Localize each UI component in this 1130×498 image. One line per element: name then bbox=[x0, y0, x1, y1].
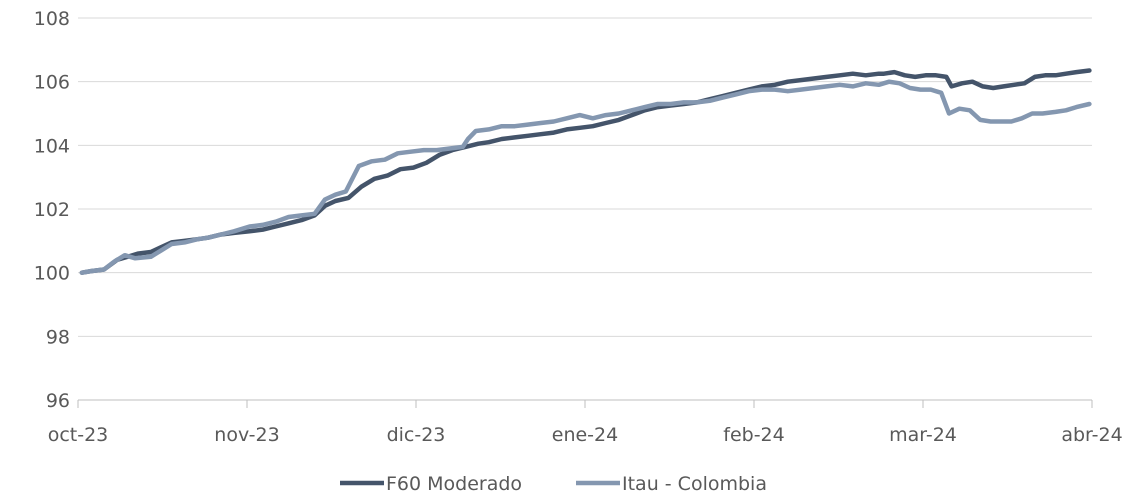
x-tick-label: dic-23 bbox=[387, 424, 446, 446]
series-lines bbox=[79, 68, 1092, 275]
x-axis bbox=[77, 399, 1093, 408]
x-tick-label: nov-23 bbox=[214, 424, 279, 446]
x-axis-tick-labels: oct-23 nov-23 dic-23 ene-24 feb-24 mar-24 abr-… bbox=[48, 424, 1123, 446]
x-tick-label: ene-24 bbox=[552, 424, 618, 446]
y-tick-label: 98 bbox=[46, 326, 70, 348]
y-tick-label: 96 bbox=[46, 390, 70, 412]
y-tick-label: 106 bbox=[34, 72, 70, 94]
legend-label-1: Itau - Colombia bbox=[622, 473, 767, 495]
x-tick-label: oct-23 bbox=[48, 424, 109, 446]
y-tick-label: 102 bbox=[34, 199, 70, 221]
series-line-0 bbox=[79, 68, 1092, 275]
y-tick-label: 104 bbox=[34, 135, 70, 157]
x-tick-label: abr-24 bbox=[1061, 424, 1122, 446]
y-tick-label: 108 bbox=[34, 8, 70, 30]
x-tick-label: feb-24 bbox=[723, 424, 784, 446]
legend-label-0: F60 Moderado bbox=[386, 473, 522, 495]
y-tick-label: 100 bbox=[34, 263, 70, 285]
y-axis-tick-labels: 96 98 100 102 104 106 108 bbox=[34, 8, 70, 412]
series-line-1 bbox=[79, 79, 1092, 275]
gridlines bbox=[78, 17, 1092, 337]
x-tick-label: mar-24 bbox=[889, 424, 957, 446]
legend: F60 Moderado Itau - Colombia bbox=[340, 473, 767, 495]
